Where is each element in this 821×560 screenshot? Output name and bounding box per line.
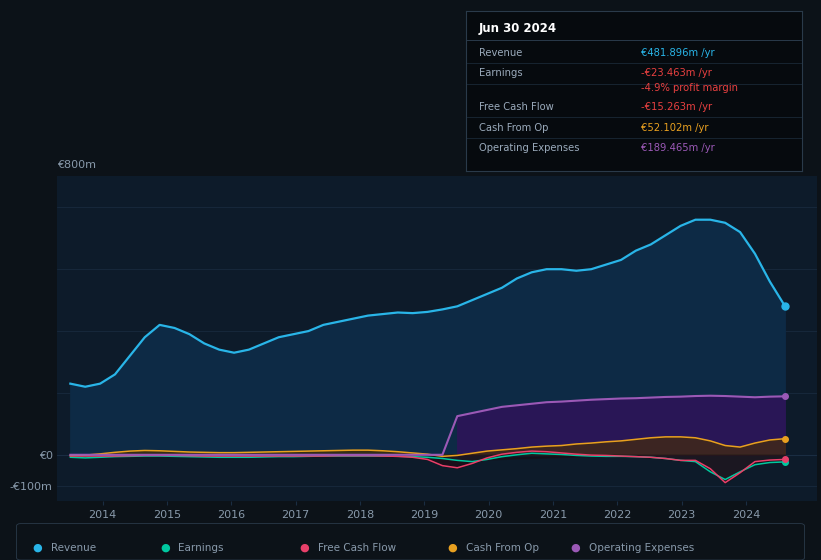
Text: -€15.263m /yr: -€15.263m /yr — [640, 102, 712, 112]
Text: ●: ● — [160, 543, 170, 553]
Text: Operating Expenses: Operating Expenses — [479, 143, 580, 153]
Text: Earnings: Earnings — [178, 543, 223, 553]
Text: Free Cash Flow: Free Cash Flow — [318, 543, 396, 553]
Text: Cash From Op: Cash From Op — [466, 543, 539, 553]
Text: €52.102m /yr: €52.102m /yr — [640, 123, 708, 133]
Text: Earnings: Earnings — [479, 68, 523, 78]
Text: Operating Expenses: Operating Expenses — [589, 543, 694, 553]
Text: Revenue: Revenue — [479, 48, 522, 58]
Text: -4.9% profit margin: -4.9% profit margin — [640, 83, 737, 93]
Text: €189.465m /yr: €189.465m /yr — [640, 143, 714, 153]
Text: €481.896m /yr: €481.896m /yr — [640, 48, 714, 58]
Text: Free Cash Flow: Free Cash Flow — [479, 102, 553, 112]
Text: ●: ● — [447, 543, 457, 553]
Text: -€23.463m /yr: -€23.463m /yr — [640, 68, 712, 78]
Text: ●: ● — [300, 543, 310, 553]
Text: ●: ● — [571, 543, 580, 553]
Text: €800m: €800m — [57, 160, 97, 170]
Text: Revenue: Revenue — [51, 543, 96, 553]
Text: ●: ● — [33, 543, 43, 553]
Text: Jun 30 2024: Jun 30 2024 — [479, 22, 557, 35]
Text: Cash From Op: Cash From Op — [479, 123, 548, 133]
